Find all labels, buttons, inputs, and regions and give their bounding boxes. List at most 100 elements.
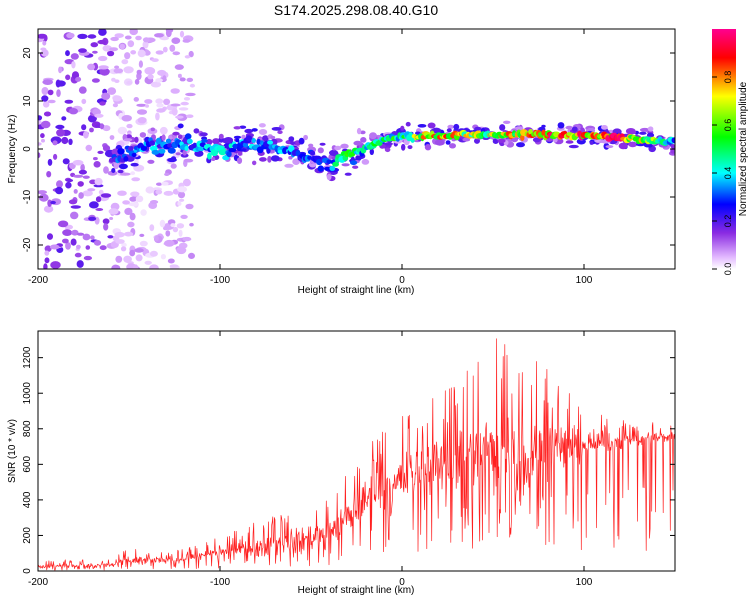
heatmap-noise-cell [87, 188, 96, 192]
heatmap-halo-cell [177, 123, 184, 129]
heatmap-halo-cell [589, 140, 594, 145]
heatmap-noise-cell [47, 199, 52, 207]
heatmap-noise-cell [178, 229, 183, 237]
heatmap-noise-cell [129, 29, 138, 36]
heatmap-noise-cell [121, 242, 127, 248]
heatmap-noise-cell [182, 39, 191, 43]
heatmap-noise-cell [73, 189, 78, 194]
heatmap-noise-cell [144, 67, 156, 75]
heatmap-noise-cell [180, 101, 189, 106]
heatmap-halo-cell [341, 163, 350, 167]
heatmap-halo-cell [344, 172, 352, 176]
heatmap-noise-cell [78, 192, 84, 199]
heatmap-halo-cell [462, 137, 471, 142]
heatmap-halo-cell [492, 138, 499, 144]
heatmap-halo-cell [571, 126, 578, 132]
spectrogram-y-tick-label: 20 [22, 47, 33, 59]
heatmap-halo-cell [175, 152, 181, 156]
heatmap-noise-cell [137, 117, 147, 124]
heatmap-halo-cell [150, 127, 155, 132]
heatmap-noise-cell [65, 178, 74, 183]
heatmap-noise-cell [177, 201, 182, 206]
heatmap-halo-cell [271, 126, 282, 131]
heatmap-noise-cell [156, 182, 163, 186]
heatmap-ridge-cell [310, 150, 316, 156]
heatmap-noise-cell [65, 224, 73, 230]
heatmap-halo-cell [445, 140, 451, 145]
heatmap-halo-cell [605, 145, 614, 149]
heatmap-halo-cell [258, 129, 268, 135]
heatmap-noise-cell [103, 166, 109, 174]
heatmap-noise-cell [130, 50, 137, 55]
heatmap-noise-cell [126, 123, 133, 129]
heatmap-noise-cell [41, 138, 45, 143]
heatmap-noise-cell [135, 254, 143, 262]
heatmap-noise-cell [145, 104, 149, 108]
heatmap-noise-cell [111, 264, 121, 269]
heatmap-noise-cell [89, 201, 99, 209]
heatmap-halo-cell [356, 127, 362, 135]
heatmap-ridge-cell [165, 138, 172, 144]
spectrogram-heatmap [38, 29, 675, 269]
heatmap-noise-cell [163, 98, 171, 106]
heatmap-noise-cell [115, 255, 123, 263]
heatmap-noise-cell [95, 208, 104, 211]
heatmap-noise-cell [44, 257, 50, 264]
heatmap-noise-cell [124, 35, 132, 40]
snr-y-tick-label: 200 [22, 527, 33, 544]
heatmap-noise-cell [144, 260, 152, 265]
heatmap-noise-cell [99, 245, 107, 251]
heatmap-noise-cell [41, 87, 49, 95]
heatmap-noise-cell [186, 77, 194, 82]
heatmap-noise-cell [81, 98, 87, 105]
spectrogram-y-tick-label: 0 [22, 146, 33, 152]
heatmap-noise-cell [68, 199, 78, 205]
heatmap-noise-cell [70, 238, 77, 246]
heatmap-ridge-cell [149, 140, 156, 146]
heatmap-noise-cell [182, 178, 191, 187]
heatmap-noise-cell [188, 50, 194, 58]
heatmap-noise-cell [155, 112, 160, 121]
heatmap-halo-cell [123, 138, 133, 142]
heatmap-noise-cell [140, 209, 147, 216]
heatmap-halo-cell [401, 143, 406, 151]
heatmap-halo-cell [568, 144, 579, 149]
heatmap-halo-cell [670, 144, 675, 149]
heatmap-noise-cell [78, 48, 87, 53]
heatmap-halo-cell [618, 142, 628, 150]
heatmap-noise-cell [137, 49, 146, 58]
heatmap-noise-cell [55, 124, 65, 130]
heatmap-noise-cell [47, 233, 53, 240]
heatmap-halo-cell [182, 149, 187, 156]
heatmap-ridge-cell [198, 146, 205, 152]
heatmap-noise-cell [154, 235, 159, 242]
heatmap-noise-cell [50, 261, 61, 269]
snr-y-tick-label: 400 [22, 491, 33, 508]
heatmap-noise-cell [90, 42, 99, 48]
heatmap-noise-cell [117, 126, 128, 135]
heatmap-noise-cell [98, 55, 108, 62]
heatmap-noise-cell [64, 99, 74, 104]
heatmap-noise-cell [70, 211, 79, 220]
heatmap-noise-cell [76, 260, 84, 268]
heatmap-ridge-cell [210, 149, 219, 157]
heatmap-halo-cell [601, 125, 608, 130]
heatmap-noise-cell [139, 233, 145, 237]
heatmap-noise-cell [156, 103, 164, 108]
heatmap-noise-cell [85, 245, 91, 250]
heatmap-noise-cell [98, 189, 104, 195]
heatmap-noise-cell [124, 52, 131, 60]
heatmap-noise-cell [97, 39, 107, 45]
heatmap-noise-cell [43, 263, 48, 269]
heatmap-noise-cell [90, 235, 95, 240]
colorbar: 0.0 0.2 0.4 0.6 0.8 Normalized spectral ampl… [712, 29, 749, 275]
heatmap-ridge-cell [329, 165, 336, 171]
heatmap-halo-cell [130, 162, 139, 167]
heatmap-noise-cell [155, 50, 164, 55]
heatmap-noise-cell [155, 98, 164, 104]
heatmap-ridge-cell [226, 151, 232, 158]
heatmap-halo-cell [405, 121, 411, 127]
heatmap-noise-cell [170, 88, 180, 94]
spectrogram-x-tick-label: -100 [210, 275, 230, 286]
heatmap-noise-cell [99, 67, 110, 76]
